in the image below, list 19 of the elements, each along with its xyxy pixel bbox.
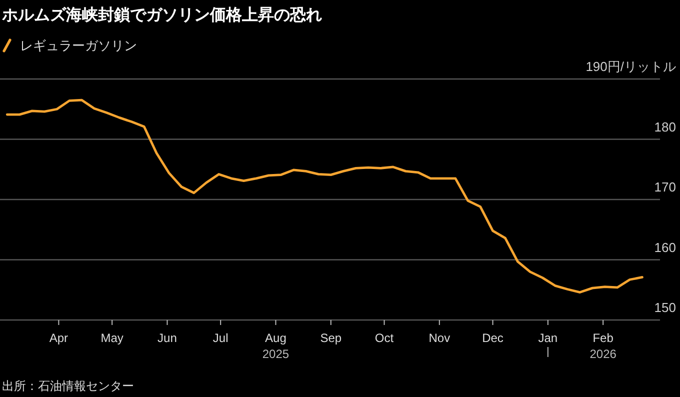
text: 出所：石油情報センター [2,379,134,393]
y-tick-label: 160 [654,240,676,255]
legend-label: レギュラーガソリン [20,38,137,53]
y-tick-label: 170 [654,180,676,194]
chart-title: ホルムズ海峡封鎖でガソリン価格上昇の恐れ [1,6,322,24]
x-tick-label: Sep [320,331,342,345]
x-tick-label: May [100,331,124,345]
y-tick-label: 180 [654,119,676,134]
y-tick-label: 190円/リットル [586,59,676,74]
x-tick-label: Jul [212,331,228,345]
x-tick-label: Aug 2025 [262,331,290,361]
x-tick-label: Jan [538,331,558,345]
x-tick-label: Nov [428,331,450,345]
x-tick-label: Dec [482,331,504,345]
y-tick-label: 150 [654,300,676,315]
x-tick-label: Oct [374,331,394,345]
x-tick-label: Jun [158,331,177,345]
x-tick-label: Feb 2026 [590,331,617,361]
x-tick-label: Apr [49,331,68,345]
